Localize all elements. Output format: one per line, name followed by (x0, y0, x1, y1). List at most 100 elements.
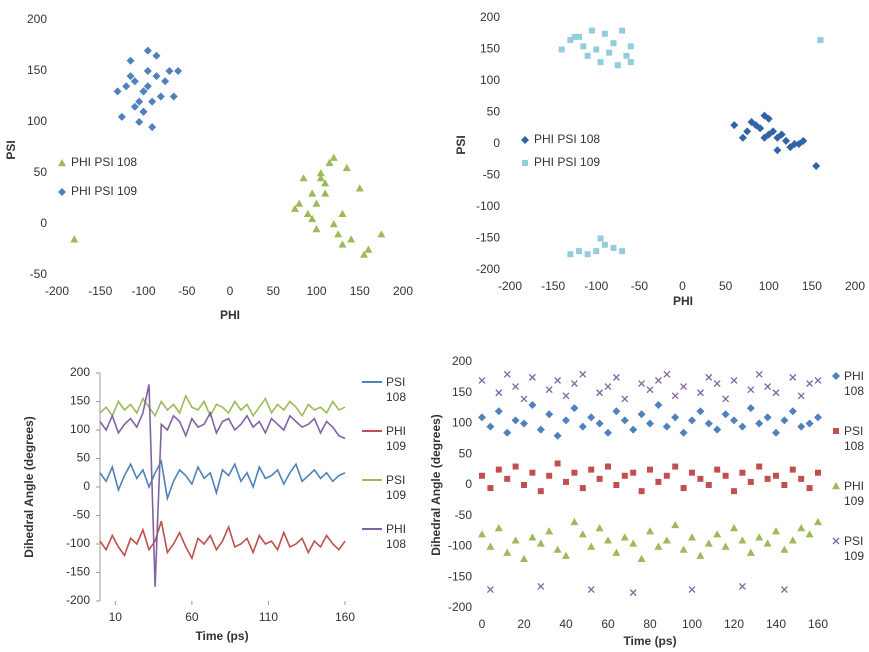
x-tick-label: -200 (498, 279, 522, 293)
marker-triangle (646, 527, 654, 535)
marker-x (688, 586, 696, 594)
x-tick-label: 80 (643, 617, 657, 631)
x-tick-label: 100 (682, 617, 702, 631)
marker-triangle (329, 153, 338, 161)
marker-triangle (704, 539, 713, 547)
marker-triangle (746, 548, 755, 556)
marker-diamond (117, 112, 126, 121)
marker-diamond (604, 428, 612, 437)
marker-diamond (780, 416, 789, 425)
marker-triangle (696, 551, 705, 559)
marker-diamond (743, 127, 752, 136)
marker-square (606, 49, 613, 56)
marker-square (817, 37, 824, 44)
marker-square (647, 466, 653, 473)
marker-square (680, 485, 687, 492)
marker-triangle (629, 539, 638, 547)
x-tick-label: 0 (679, 279, 686, 293)
marker-square (563, 478, 569, 485)
marker-triangle (788, 536, 797, 544)
line-series (99, 458, 346, 502)
marker-triangle (637, 554, 646, 562)
x-tick-label: 10 (109, 610, 123, 624)
marker-square (627, 59, 634, 66)
marker-triangle (338, 209, 347, 217)
marker-triangle (721, 542, 730, 550)
x-tick-label: 110 (259, 610, 278, 624)
marker-square (638, 488, 645, 495)
marker-triangle (342, 163, 351, 172)
marker-diamond (654, 401, 663, 410)
x-tick-label: 20 (517, 617, 531, 631)
marker-triangle (713, 530, 722, 538)
y-tick-label: 0 (40, 216, 47, 230)
marker-diamond (746, 404, 755, 413)
marker-square (554, 460, 561, 467)
x-tick-label: 200 (845, 279, 865, 293)
marker-x (570, 380, 578, 387)
marker-x (503, 370, 511, 378)
marker-diamond (696, 407, 705, 416)
marker-square (789, 466, 796, 473)
marker-square (576, 33, 582, 40)
marker-diamond (152, 51, 161, 60)
y-tick-label: 100 (452, 416, 472, 430)
marker-diamond (143, 46, 152, 55)
y-tick-label: -50 (483, 168, 501, 182)
chart: -200 -150 -100 -50 0 50 100 150 200 -200 -150 -100 -… (454, 10, 865, 308)
marker-triangle (679, 545, 688, 553)
marker-diamond (629, 425, 638, 434)
marker-square (571, 469, 578, 476)
y-tick-label: -50 (73, 508, 91, 522)
y-tick-label: 100 (27, 114, 47, 128)
marker-square (588, 466, 595, 473)
marker-square (705, 482, 712, 488)
y-axis-title: PSI (4, 140, 18, 159)
legend-label: PHI 108 (844, 369, 865, 398)
y-tick-label: 0 (493, 136, 500, 150)
marker-square (588, 27, 595, 34)
marker-triangle (832, 482, 840, 490)
x-tick-label: 140 (766, 617, 786, 631)
y-tick-label: -100 (66, 536, 90, 550)
marker-x (764, 383, 772, 391)
marker-diamond (671, 413, 680, 422)
x-tick-label: -50 (631, 279, 649, 293)
x-tick-label: 100 (306, 284, 326, 298)
marker-square (596, 475, 603, 482)
marker-square (593, 248, 600, 255)
marker-square (579, 485, 586, 492)
y-tick-label: -150 (448, 569, 472, 583)
marker-triangle (562, 551, 570, 559)
marker-diamond (760, 133, 769, 142)
marker-square (739, 469, 746, 476)
marker-diamond (536, 425, 545, 434)
marker-diamond (139, 107, 148, 116)
marker-diamond (797, 422, 806, 431)
marker-square (537, 488, 544, 495)
marker-triangle (338, 240, 347, 248)
marker-square (621, 472, 628, 479)
marker-diamond (587, 413, 596, 422)
marker-x (696, 389, 704, 397)
legend-label: PHI PSI 109 (71, 184, 137, 198)
marker-diamond (135, 97, 144, 106)
y-tick-label: -100 (448, 539, 472, 553)
marker-x (755, 370, 763, 378)
x-tick-label: 160 (335, 610, 355, 624)
marker-diamond (738, 422, 747, 431)
marker-diamond (520, 419, 528, 428)
x-tick-label: 200 (393, 284, 413, 298)
marker-square (597, 235, 604, 242)
marker-square (627, 43, 634, 50)
marker-diamond (620, 416, 629, 425)
marker-diamond (662, 422, 671, 431)
y-tick-label: 100 (480, 73, 500, 87)
legend-label: PHI PSI 108 (71, 155, 137, 169)
x-tick-label: 100 (759, 279, 779, 293)
marker-diamond (769, 127, 778, 136)
marker-triangle (595, 524, 604, 532)
marker-x (646, 386, 654, 394)
marker-diamond (126, 72, 135, 81)
marker-square (672, 463, 679, 470)
